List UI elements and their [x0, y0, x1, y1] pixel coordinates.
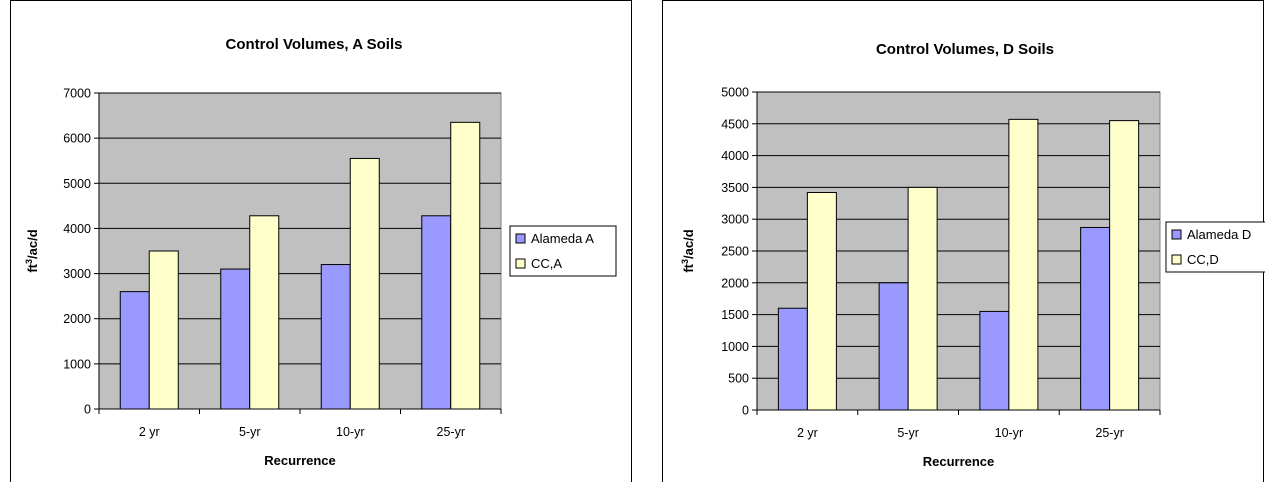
x-tick-label: 2 yr: [139, 425, 160, 439]
x-tick-label: 2 yr: [797, 426, 818, 440]
bar-cc-2: [349, 157, 380, 410]
y-tick-label: 3000: [721, 213, 749, 227]
bar-alameda-3: [1080, 226, 1111, 411]
legend-swatch: [515, 233, 526, 244]
bar-cc-0: [148, 250, 179, 410]
bar-alameda-3: [421, 215, 452, 410]
chart-title: Control Volumes, A Soils: [226, 36, 403, 53]
y-tick-label: 4000: [63, 222, 91, 236]
x-tick-label: 5-yr: [897, 426, 919, 440]
bar-cc-0: [806, 191, 837, 411]
bar-alameda-1: [220, 268, 251, 410]
bar-alameda-0: [119, 291, 150, 410]
y-axis-title-base: ft: [681, 263, 696, 272]
legend: Alameda D CC,D: [1165, 221, 1265, 273]
y-axis-title-superscript: 3: [24, 259, 34, 264]
bar-cc-1: [249, 215, 280, 410]
legend-swatch: [1171, 229, 1182, 240]
y-tick-label: 0: [742, 404, 749, 418]
y-tick-label: 2000: [63, 312, 91, 326]
legend-label: Alameda A: [531, 231, 594, 246]
y-axis-title: ft3/ac/d: [680, 229, 696, 272]
bar-alameda-1: [878, 282, 909, 411]
x-axis-title: Recurrence: [923, 454, 995, 469]
y-axis-title-superscript: 3: [680, 259, 690, 264]
chart-title: Control Volumes, D Soils: [876, 41, 1054, 58]
y-tick-label: 500: [728, 372, 749, 386]
x-tick-label: 5-yr: [239, 425, 261, 439]
y-axis-title-rest: /ac/d: [681, 229, 696, 259]
y-tick-label: 4000: [721, 149, 749, 163]
y-axis-title-base: ft: [25, 263, 40, 272]
x-tick-label: 10-yr: [995, 426, 1023, 440]
y-axis-title-rest: /ac/d: [25, 229, 40, 259]
y-tick-label: 1500: [721, 308, 749, 322]
y-tick-label: 3000: [63, 267, 91, 281]
legend-label: CC,A: [531, 256, 562, 271]
legend: Alameda A CC,A: [509, 225, 617, 277]
legend-label: CC,D: [1187, 252, 1219, 267]
bar-alameda-2: [979, 310, 1010, 411]
y-tick-label: 5000: [63, 177, 91, 191]
y-tick-label: 7000: [63, 87, 91, 101]
chart-d-frame: Control Volumes, D Soils 0 500 1000 1500 2000…: [662, 0, 1265, 482]
x-axis-title: Recurrence: [264, 453, 336, 468]
chart-a: Control Volumes, A Soils 0 1000 2000 3000 400…: [24, 36, 617, 468]
y-tick-label: 2000: [721, 276, 749, 290]
y-axis-title: ft3/ac/d: [24, 229, 40, 272]
y-tick-label: 2500: [721, 245, 749, 259]
x-tick-label: 25-yr: [1095, 426, 1123, 440]
legend-box: [1165, 221, 1265, 273]
x-tick-label: 25-yr: [437, 425, 465, 439]
bar-alameda-2: [320, 264, 351, 410]
y-tick-label: 4500: [721, 117, 749, 131]
y-tick-label: 1000: [721, 340, 749, 354]
bar-cc-1: [907, 186, 938, 411]
chart-a-frame: Control Volumes, A Soils 0 1000 2000 3000 400…: [10, 0, 632, 482]
chart-d: Control Volumes, D Soils 0 500 1000 1500 2000…: [680, 41, 1265, 469]
bar-alameda-0: [777, 307, 808, 411]
bar-cc-3: [1109, 120, 1140, 411]
x-tick-label: 10-yr: [336, 425, 364, 439]
y-tick-label: 3500: [721, 181, 749, 195]
legend-box: [509, 225, 617, 277]
legend-swatch: [1171, 254, 1182, 265]
y-tick-label: 6000: [63, 132, 91, 146]
legend-swatch: [515, 258, 526, 269]
legend-label: Alameda D: [1187, 227, 1251, 242]
bar-cc-2: [1008, 118, 1039, 411]
bar-cc-3: [450, 121, 481, 410]
y-tick-label: 0: [84, 403, 91, 417]
y-tick-label: 5000: [721, 86, 749, 100]
y-tick-label: 1000: [63, 357, 91, 371]
